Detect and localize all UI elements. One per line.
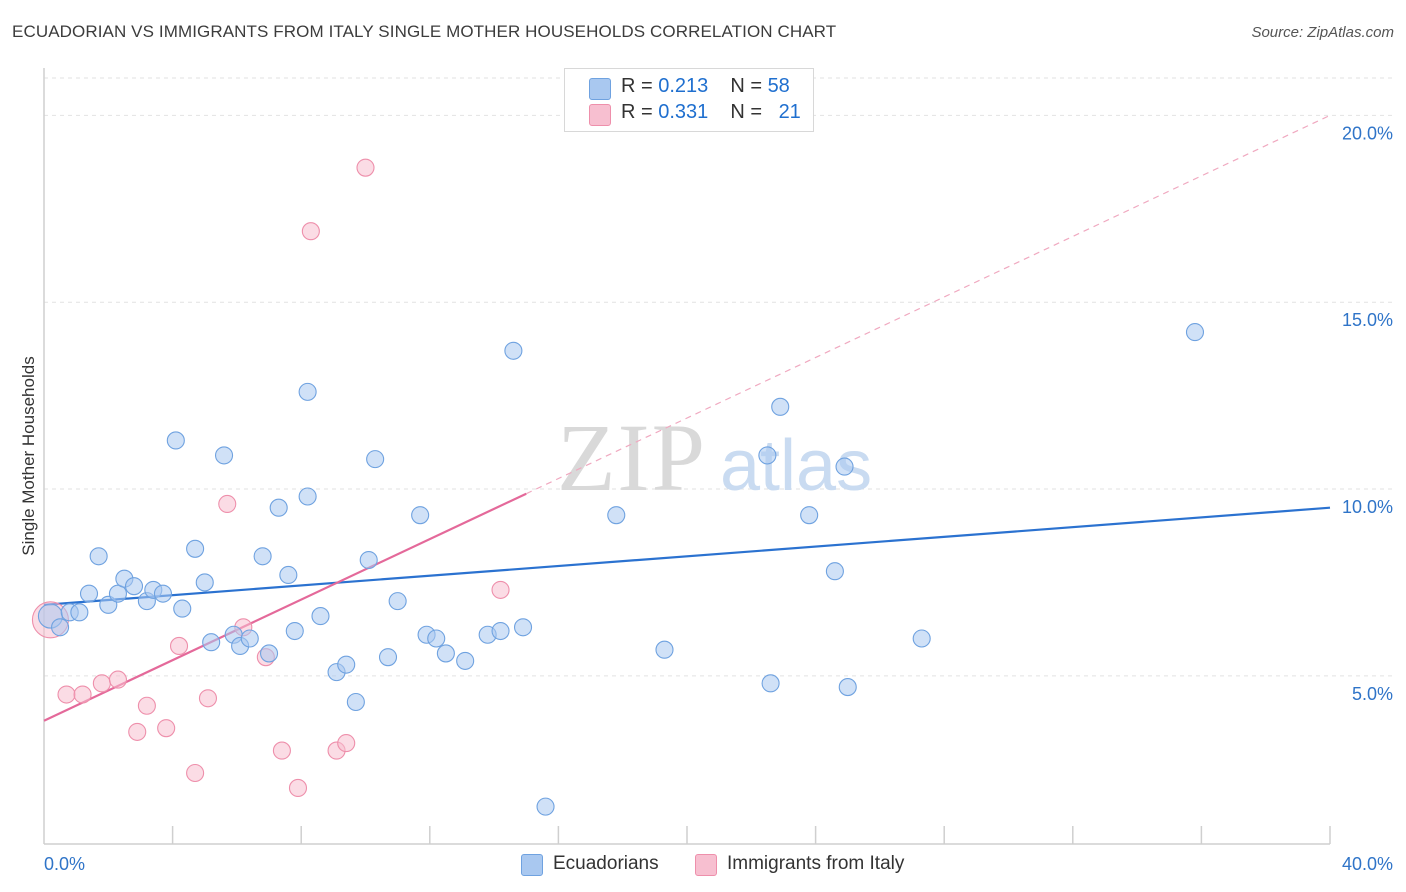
data-point-italy xyxy=(301,222,320,241)
watermark: ZIP atlas xyxy=(557,404,872,511)
data-point-ecuadorians xyxy=(240,629,259,648)
data-point-ecuadorians xyxy=(825,562,844,581)
data-point-italy xyxy=(356,158,375,177)
data-point-italy xyxy=(157,719,176,738)
legend-swatch-italy xyxy=(695,854,717,876)
data-point-ecuadorians xyxy=(346,692,365,712)
data-point-italy xyxy=(491,580,510,599)
data-point-ecuadorians xyxy=(838,678,857,697)
data-points xyxy=(31,158,1205,816)
data-point-italy xyxy=(128,722,147,741)
data-point-ecuadorians xyxy=(607,506,626,525)
axes: 5.0% 10.0% 15.0% 20.0% 0.0% 40.0% xyxy=(43,68,1393,874)
data-point-ecuadorians xyxy=(124,577,144,596)
legend-swatch-ecuadorians xyxy=(521,854,543,876)
data-point-ecuadorians xyxy=(436,644,455,663)
data-point-italy xyxy=(198,689,218,708)
data-point-ecuadorians xyxy=(513,618,533,637)
data-point-italy xyxy=(288,778,308,798)
data-point-ecuadorians xyxy=(173,599,192,618)
legend-label-ecuadorians: Ecuadorians xyxy=(553,853,659,874)
data-point-ecuadorians xyxy=(536,797,555,816)
data-point-ecuadorians xyxy=(202,633,221,652)
data-point-italy xyxy=(218,494,237,514)
data-point-ecuadorians xyxy=(166,431,185,450)
data-point-ecuadorians xyxy=(285,621,304,641)
data-point-ecuadorians xyxy=(108,584,127,603)
data-point-italy xyxy=(272,741,291,760)
data-point-ecuadorians xyxy=(79,584,99,603)
grid-lines xyxy=(44,77,1392,677)
data-point-ecuadorians xyxy=(366,450,385,469)
legend-n-value: 58 xyxy=(767,75,790,97)
data-point-ecuadorians xyxy=(186,539,205,558)
chart-title: ECUADORIAN VS IMMIGRANTS FROM ITALY SING… xyxy=(12,22,837,41)
data-point-ecuadorians xyxy=(655,640,674,659)
data-point-ecuadorians xyxy=(359,550,378,570)
y-tick-label: 15.0% xyxy=(1342,310,1393,330)
y-axis-title: Single Mother Households xyxy=(19,356,38,555)
data-point-italy xyxy=(73,685,92,704)
data-point-ecuadorians xyxy=(456,651,475,670)
data-point-ecuadorians xyxy=(1185,323,1205,342)
data-point-ecuadorians xyxy=(411,506,430,525)
data-point-ecuadorians xyxy=(912,629,931,648)
trend-line-italy-extension xyxy=(525,114,1331,495)
y-tick-label: 10.0% xyxy=(1342,497,1393,517)
data-point-ecuadorians xyxy=(89,547,108,566)
data-point-ecuadorians xyxy=(504,341,523,360)
data-point-italy xyxy=(92,674,111,693)
data-point-ecuadorians xyxy=(758,446,777,465)
legend-r-value: 0.213 xyxy=(658,75,709,97)
data-point-ecuadorians xyxy=(298,382,317,401)
data-point-italy xyxy=(337,734,356,753)
data-point-ecuadorians xyxy=(253,547,272,566)
data-point-ecuadorians xyxy=(153,584,173,603)
data-point-ecuadorians xyxy=(491,621,510,641)
data-point-ecuadorians xyxy=(337,655,356,674)
data-point-ecuadorians xyxy=(259,644,279,663)
data-point-ecuadorians xyxy=(269,498,288,517)
data-point-ecuadorians xyxy=(427,629,446,648)
data-point-ecuadorians xyxy=(800,506,819,525)
legend-label-italy: Immigrants from Italy xyxy=(727,853,905,874)
x-tick-label: 40.0% xyxy=(1342,854,1393,874)
x-tick-label: 0.0% xyxy=(44,854,85,874)
data-point-ecuadorians xyxy=(195,573,214,592)
data-point-ecuadorians xyxy=(388,592,407,611)
legend-r-value: 0.331 xyxy=(658,101,709,123)
legend-r-label: R = xyxy=(621,75,659,97)
data-point-ecuadorians xyxy=(311,607,330,626)
data-point-ecuadorians xyxy=(298,487,317,506)
legend-swatch-ecuadorians xyxy=(589,78,611,100)
series-legend: Ecuadorians Immigrants from Italy xyxy=(0,852,1406,880)
legend-r-label: R = xyxy=(621,101,659,123)
data-point-ecuadorians xyxy=(378,648,398,667)
data-point-ecuadorians xyxy=(761,674,780,693)
legend-swatch-italy xyxy=(589,104,611,126)
trend-line-ecuadorians xyxy=(43,506,1331,606)
stats-legend: R = 0.213 N = 58 R = 0.331 N = 21 xyxy=(564,68,814,132)
data-point-ecuadorians xyxy=(835,457,854,476)
axis-labels: Single Mother Households xyxy=(19,356,38,555)
legend-n-label: N = xyxy=(730,101,768,123)
data-point-ecuadorians xyxy=(771,397,790,416)
data-point-italy xyxy=(57,685,76,704)
data-point-ecuadorians xyxy=(279,565,298,585)
data-point-italy xyxy=(169,636,189,656)
legend-n-label: N = xyxy=(730,75,768,97)
data-point-italy xyxy=(108,670,127,689)
y-tick-label: 20.0% xyxy=(1342,123,1393,143)
data-point-ecuadorians xyxy=(214,446,234,465)
data-point-italy xyxy=(137,696,156,715)
legend-n-value: 21 xyxy=(778,101,801,123)
data-point-italy xyxy=(186,763,205,783)
watermark-zip: ZIP xyxy=(557,404,707,511)
data-point-ecuadorians xyxy=(70,603,89,622)
y-tick-label: 5.0% xyxy=(1352,684,1393,704)
data-point-ecuadorians xyxy=(51,618,70,637)
source-credit: Source: ZipAtlas.com xyxy=(1251,24,1394,41)
